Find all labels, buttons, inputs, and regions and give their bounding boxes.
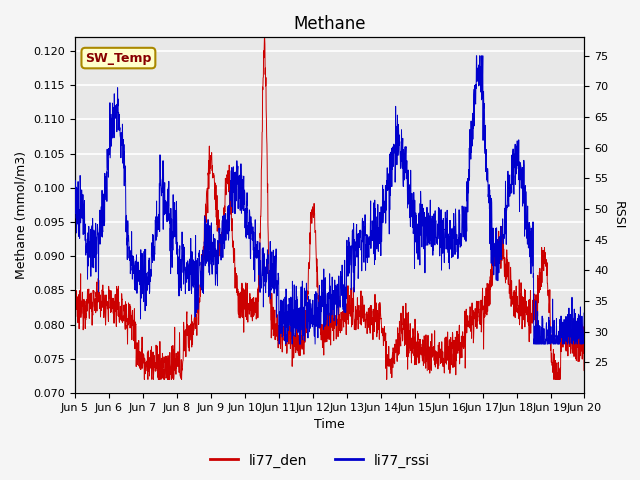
X-axis label: Time: Time (314, 419, 345, 432)
Title: Methane: Methane (294, 15, 366, 33)
Text: SW_Temp: SW_Temp (85, 51, 152, 65)
Legend: li77_den, li77_rssi: li77_den, li77_rssi (204, 448, 436, 473)
Y-axis label: RSSI: RSSI (612, 201, 625, 229)
Y-axis label: Methane (mmol/m3): Methane (mmol/m3) (15, 151, 28, 279)
